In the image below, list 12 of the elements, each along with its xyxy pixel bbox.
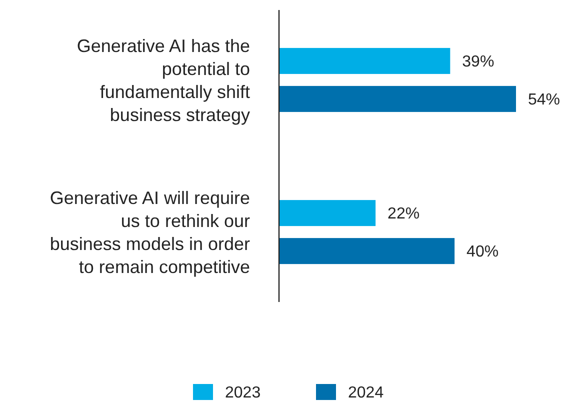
y-tick-label: Generative AI has the potential to fundamentally shift business strategy	[76, 36, 250, 125]
data-label: 22%	[388, 206, 420, 223]
data-label: 39%	[462, 54, 494, 71]
data-label: 54%	[528, 92, 560, 109]
bar	[279, 238, 455, 264]
data-label: 40%	[466, 244, 499, 261]
bar	[279, 48, 450, 74]
legend-label: 2024	[348, 384, 384, 401]
legend-label: 2023	[225, 384, 261, 401]
bar	[279, 200, 376, 226]
bar	[279, 86, 516, 112]
y-tick-label: Generative AI will require us to rethink our business models in order to remain competitive	[50, 188, 250, 277]
